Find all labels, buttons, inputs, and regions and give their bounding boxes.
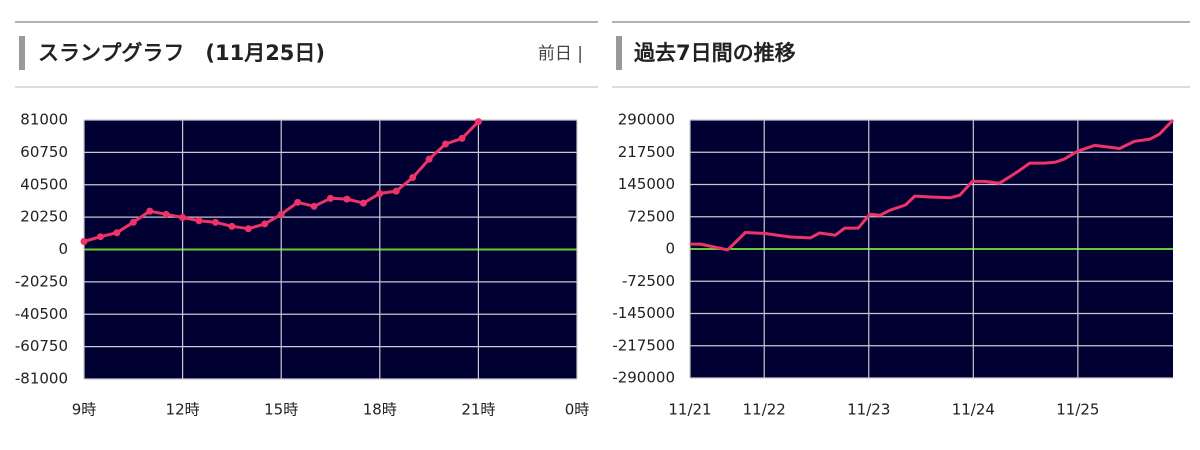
data-point xyxy=(146,207,154,215)
data-point xyxy=(359,199,367,207)
data-point xyxy=(474,118,482,126)
data-point xyxy=(244,225,252,233)
x-tick-label: 11/22 xyxy=(743,401,786,419)
data-point xyxy=(129,218,137,226)
data-point xyxy=(343,195,351,203)
y-tick-label: -217500 xyxy=(612,336,675,354)
y-tick-label: 290000 xyxy=(618,111,675,129)
y-tick-label: 40500 xyxy=(20,175,68,193)
data-point xyxy=(327,194,334,202)
data-point xyxy=(442,140,450,148)
y-tick-label: 145000 xyxy=(618,175,675,193)
x-tick-label: 21時 xyxy=(461,401,495,419)
y-tick-label: 20250 xyxy=(20,208,68,226)
data-point xyxy=(277,210,285,218)
x-tick-label: 11/23 xyxy=(847,401,890,419)
y-tick-label: -81000 xyxy=(15,370,68,388)
title-marker xyxy=(616,36,622,70)
x-tick-label: 11/24 xyxy=(952,401,995,419)
data-point xyxy=(195,217,203,225)
data-point xyxy=(179,214,187,222)
data-point xyxy=(261,220,269,228)
data-point xyxy=(376,190,384,198)
prev-day-link[interactable]: 前日 | xyxy=(538,44,583,64)
data-point xyxy=(80,238,88,246)
x-tick-label: 9時 xyxy=(72,401,97,419)
series-line xyxy=(690,118,1175,252)
data-point xyxy=(425,155,433,163)
chart-title: スランプグラフ (11月25日) xyxy=(38,41,325,65)
y-tick-label: 60750 xyxy=(20,143,68,161)
data-point xyxy=(96,233,104,241)
data-point xyxy=(409,174,417,182)
data-point xyxy=(113,229,121,237)
y-tick-label: 81000 xyxy=(20,111,68,129)
x-tick-label: 12時 xyxy=(166,401,200,419)
y-tick-label: 72500 xyxy=(627,207,675,225)
x-tick-label: 11/25 xyxy=(1056,401,1099,419)
data-point xyxy=(294,198,302,206)
title-marker xyxy=(19,36,25,70)
data-point xyxy=(162,210,170,218)
y-tick-label: 0 xyxy=(58,240,68,258)
y-tick-label: -20250 xyxy=(15,272,68,290)
x-tick-label: 11/21 xyxy=(668,401,711,419)
y-tick-label: 217500 xyxy=(618,143,675,161)
y-tick-label: -145000 xyxy=(612,304,675,322)
chart-title: 過去7日間の推移 xyxy=(634,41,796,65)
y-tick-label: -290000 xyxy=(612,369,675,387)
data-point xyxy=(211,218,219,226)
y-tick-label: -60750 xyxy=(15,337,68,355)
data-point xyxy=(228,222,236,230)
data-point xyxy=(392,187,400,195)
x-tick-label: 18時 xyxy=(363,401,397,419)
x-tick-label: 15時 xyxy=(264,401,298,419)
y-tick-label: -72500 xyxy=(622,272,675,290)
data-point xyxy=(310,202,318,210)
y-tick-label: 0 xyxy=(665,240,675,258)
data-point xyxy=(458,134,466,142)
y-tick-label: -40500 xyxy=(15,305,68,323)
x-tick-label: 0時 xyxy=(565,401,590,419)
